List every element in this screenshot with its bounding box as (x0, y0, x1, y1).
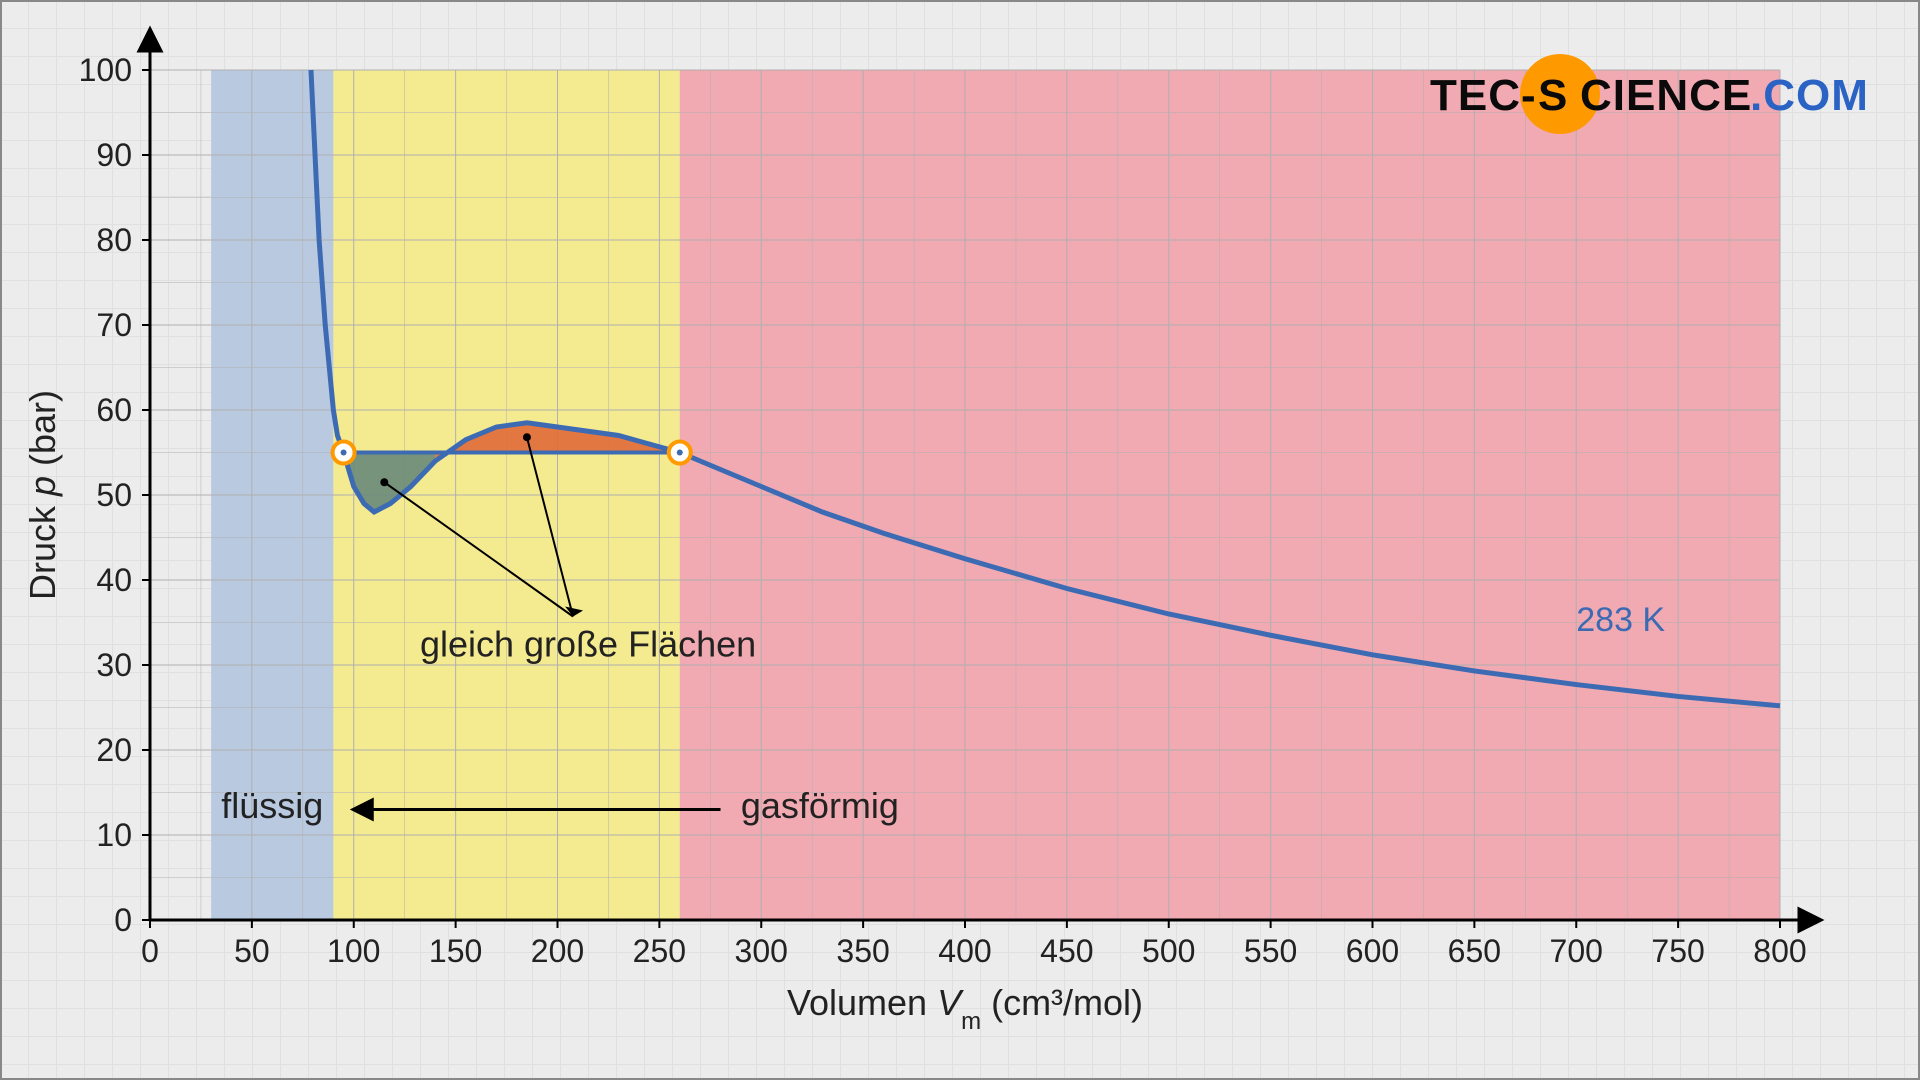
x-tick-label: 0 (141, 933, 159, 969)
y-tick-label: 90 (96, 137, 132, 173)
liquid-label: flüssig (221, 785, 323, 826)
equal-areas-label: gleich große Flächen (420, 624, 756, 665)
x-tick-label: 650 (1448, 933, 1501, 969)
y-tick-label: 0 (114, 902, 132, 938)
svg-text:TEC-: TEC- (1430, 71, 1537, 120)
maxwell-point-dot-0 (341, 450, 347, 456)
x-tick-label: 750 (1651, 933, 1704, 969)
y-tick-label: 70 (96, 307, 132, 343)
x-tick-label: 300 (735, 933, 788, 969)
svg-text:S: S (1538, 71, 1568, 120)
x-tick-label: 250 (633, 933, 686, 969)
x-tick-label: 150 (429, 933, 482, 969)
svg-text:CIENCE: CIENCE (1580, 71, 1752, 120)
y-tick-label: 80 (96, 222, 132, 258)
svg-text:.COM: .COM (1750, 71, 1869, 120)
pv-diagram: 0501001502002503003504004505005506006507… (0, 0, 1920, 1080)
x-tick-label: 450 (1040, 933, 1093, 969)
y-axis-label: Druck p (bar) (22, 390, 63, 600)
x-tick-label: 500 (1142, 933, 1195, 969)
y-tick-label: 60 (96, 392, 132, 428)
y-tick-label: 20 (96, 732, 132, 768)
y-tick-label: 10 (96, 817, 132, 853)
y-tick-label: 30 (96, 647, 132, 683)
x-axis-label: Volumen Vm (cm³/mol) (787, 982, 1143, 1035)
x-tick-label: 400 (938, 933, 991, 969)
x-tick-label: 50 (234, 933, 270, 969)
x-tick-label: 350 (836, 933, 889, 969)
isotherm-label: 283 K (1576, 601, 1665, 639)
x-tick-label: 600 (1346, 933, 1399, 969)
x-tick-label: 200 (531, 933, 584, 969)
x-tick-label: 800 (1753, 933, 1806, 969)
x-tick-label: 700 (1550, 933, 1603, 969)
gas-label: gasförmig (741, 785, 899, 826)
y-tick-label: 50 (96, 477, 132, 513)
y-tick-label: 100 (79, 52, 132, 88)
x-tick-label: 550 (1244, 933, 1297, 969)
x-tick-label: 100 (327, 933, 380, 969)
maxwell-point-dot-1 (677, 450, 683, 456)
y-tick-label: 40 (96, 562, 132, 598)
